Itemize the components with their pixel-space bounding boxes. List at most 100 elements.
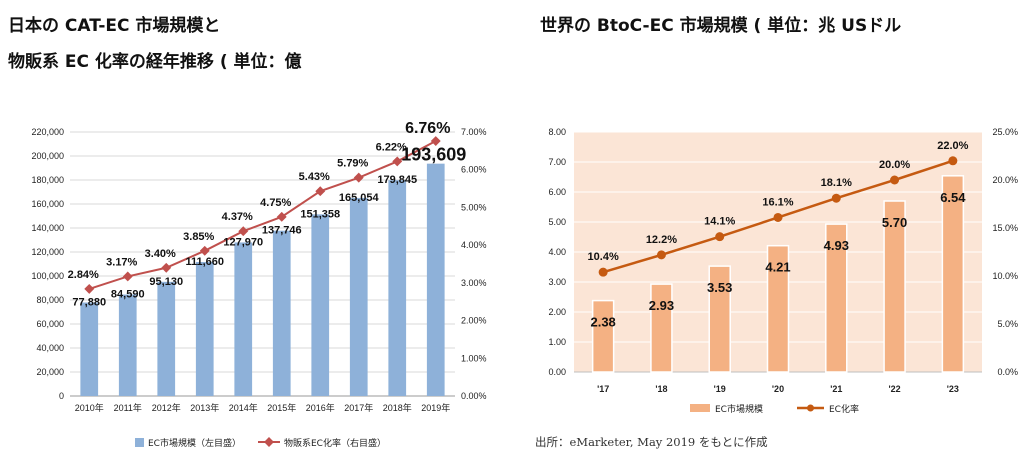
- chart1-title-line1: 日本の CAT-EC 市場規模と: [8, 16, 221, 36]
- line-data-label: 4.37%: [222, 211, 253, 223]
- line-data-label: 18.1%: [821, 177, 852, 189]
- x-tick-label: 2015年: [267, 402, 296, 413]
- y-left-tick-label: 6.00: [548, 187, 566, 197]
- y-right-tick-label: 4.00%: [461, 240, 487, 250]
- y-right-tick-label: 5.00%: [461, 202, 487, 212]
- bar-data-label: 165,054: [339, 192, 380, 204]
- line-point: [315, 186, 326, 197]
- y-left-tick-label: 20,000: [36, 367, 64, 377]
- bar: [766, 244, 790, 373]
- y-left-tick-label: 80,000: [36, 295, 64, 305]
- line-data-label: 22.0%: [937, 140, 968, 152]
- legend-bar-swatch: [690, 404, 710, 412]
- y-right-tick-label: 25.0%: [992, 127, 1018, 137]
- line-data-label: 5.79%: [337, 158, 368, 170]
- line-point: [715, 232, 725, 242]
- bar-data-label: 2.93: [649, 298, 674, 313]
- bar: [825, 223, 848, 373]
- bar: [650, 283, 673, 373]
- bar-data-label: 84,590: [111, 288, 145, 300]
- x-tick-label: '20: [772, 384, 784, 394]
- bar-data-label: 179,845: [377, 174, 417, 186]
- y-right-tick-label: 15.0%: [992, 223, 1018, 233]
- x-tick-label: '17: [597, 384, 609, 394]
- line-data-label: 12.2%: [646, 234, 677, 246]
- bar: [234, 242, 253, 396]
- chart1-title-line2: 物販系 EC 化率の経年推移 ( 単位：億: [8, 52, 302, 72]
- line-data-label: 16.1%: [762, 196, 793, 208]
- line-data-label: 10.4%: [588, 251, 619, 263]
- y-left-tick-label: 180,000: [31, 175, 64, 185]
- y-left-tick-label: 8.00: [548, 127, 566, 137]
- bar-data-label: 137,746: [262, 225, 302, 237]
- legend-line-label: 物販系EC化率（右目盛）: [284, 437, 386, 449]
- bar-data-label: 111,660: [185, 256, 224, 268]
- series-line: [88, 140, 437, 290]
- y-right-tick-label: 2.00%: [461, 316, 487, 326]
- line-point: [656, 250, 666, 260]
- bar-data-label: 6.54: [940, 190, 966, 205]
- legend-bar-swatch: [135, 438, 144, 447]
- y-right-tick-label: 0.00%: [461, 391, 487, 401]
- y-right-tick-label: 20.0%: [992, 175, 1018, 185]
- bar: [157, 281, 176, 396]
- bar-data-label: 193,609: [401, 145, 466, 165]
- source-note: 出所：eMarketer, May 2019 をもとに作成: [535, 435, 768, 449]
- y-left-tick-label: 120,000: [31, 247, 64, 257]
- legend-line-label: EC化率: [829, 403, 859, 415]
- line-data-label: 6.76%: [405, 120, 450, 137]
- legend-bar-label: EC市場規模: [715, 403, 763, 415]
- line-data-label: 20.0%: [879, 159, 910, 171]
- y-left-tick-label: 60,000: [36, 319, 64, 329]
- bar-data-label: 95,130: [149, 276, 183, 288]
- y-left-tick-label: 2.00: [548, 307, 566, 317]
- bar-data-label: 4.93: [824, 238, 849, 253]
- x-tick-label: 2014年: [229, 402, 258, 413]
- bar: [708, 265, 731, 373]
- y-right-tick-label: 1.00%: [461, 353, 487, 363]
- bar-data-label: 2.38: [590, 315, 615, 330]
- x-tick-label: '21: [830, 384, 842, 394]
- line-data-label: 6.22%: [376, 141, 407, 153]
- x-tick-label: 2016年: [306, 402, 335, 413]
- line-data-label: 14.1%: [704, 216, 735, 228]
- y-left-tick-label: 140,000: [31, 223, 64, 233]
- bar: [195, 262, 214, 396]
- y-left-tick-label: 1.00: [548, 337, 566, 347]
- line-data-label: 3.40%: [145, 248, 176, 260]
- y-right-tick-label: 0.0%: [997, 367, 1018, 377]
- x-tick-label: 2017年: [344, 402, 373, 413]
- world-ec-chart: 0.00 1.00 2.00 3.00 4.00 5.00 6.00 7.00 8.00 0.0%…: [548, 127, 1018, 415]
- line-data-label: 3.85%: [183, 231, 214, 243]
- chart2-title: 世界の BtoC-EC 市場規模 ( 単位：兆 USドル: [540, 16, 902, 36]
- line-data-label: 5.43%: [299, 171, 330, 183]
- bar: [941, 175, 965, 373]
- x-tick-label: '23: [947, 384, 959, 394]
- x-tick-label: 2019年: [421, 402, 450, 413]
- line-point: [430, 136, 441, 147]
- y-right-tick-label: 6.00%: [461, 165, 487, 175]
- x-tick-label: '18: [655, 384, 667, 394]
- bar-data-label: 3.53: [707, 280, 732, 295]
- y-left-tick-label: 220,000: [31, 127, 64, 137]
- x-tick-label: 2011年: [114, 402, 142, 413]
- y-left-tick-label: 200,000: [31, 151, 64, 161]
- legend-line-marker: [807, 404, 814, 412]
- line-data-label: 2.84%: [68, 269, 99, 281]
- y-right-tick-label: 3.00%: [461, 278, 487, 288]
- x-tick-label: 2018年: [383, 402, 412, 413]
- x-tick-label: 2013年: [190, 402, 219, 413]
- line-point: [238, 226, 249, 237]
- y-left-tick-label: 5.00: [548, 217, 566, 227]
- bar-data-label: 4.21: [765, 260, 790, 275]
- legend-line-marker: [264, 437, 274, 447]
- bar: [591, 299, 615, 373]
- x-tick-label: 2010年: [75, 402, 104, 413]
- line-data-label: 3.17%: [106, 256, 137, 268]
- line-point: [392, 156, 403, 167]
- x-tick-label: '19: [714, 384, 726, 394]
- y-right-tick-label: 5.0%: [997, 319, 1018, 329]
- line-point: [276, 211, 287, 222]
- japan-ec-chart: 0 20,000 40,000 60,000 80,000 100,000 120,000 1…: [31, 120, 487, 449]
- bar: [349, 197, 368, 396]
